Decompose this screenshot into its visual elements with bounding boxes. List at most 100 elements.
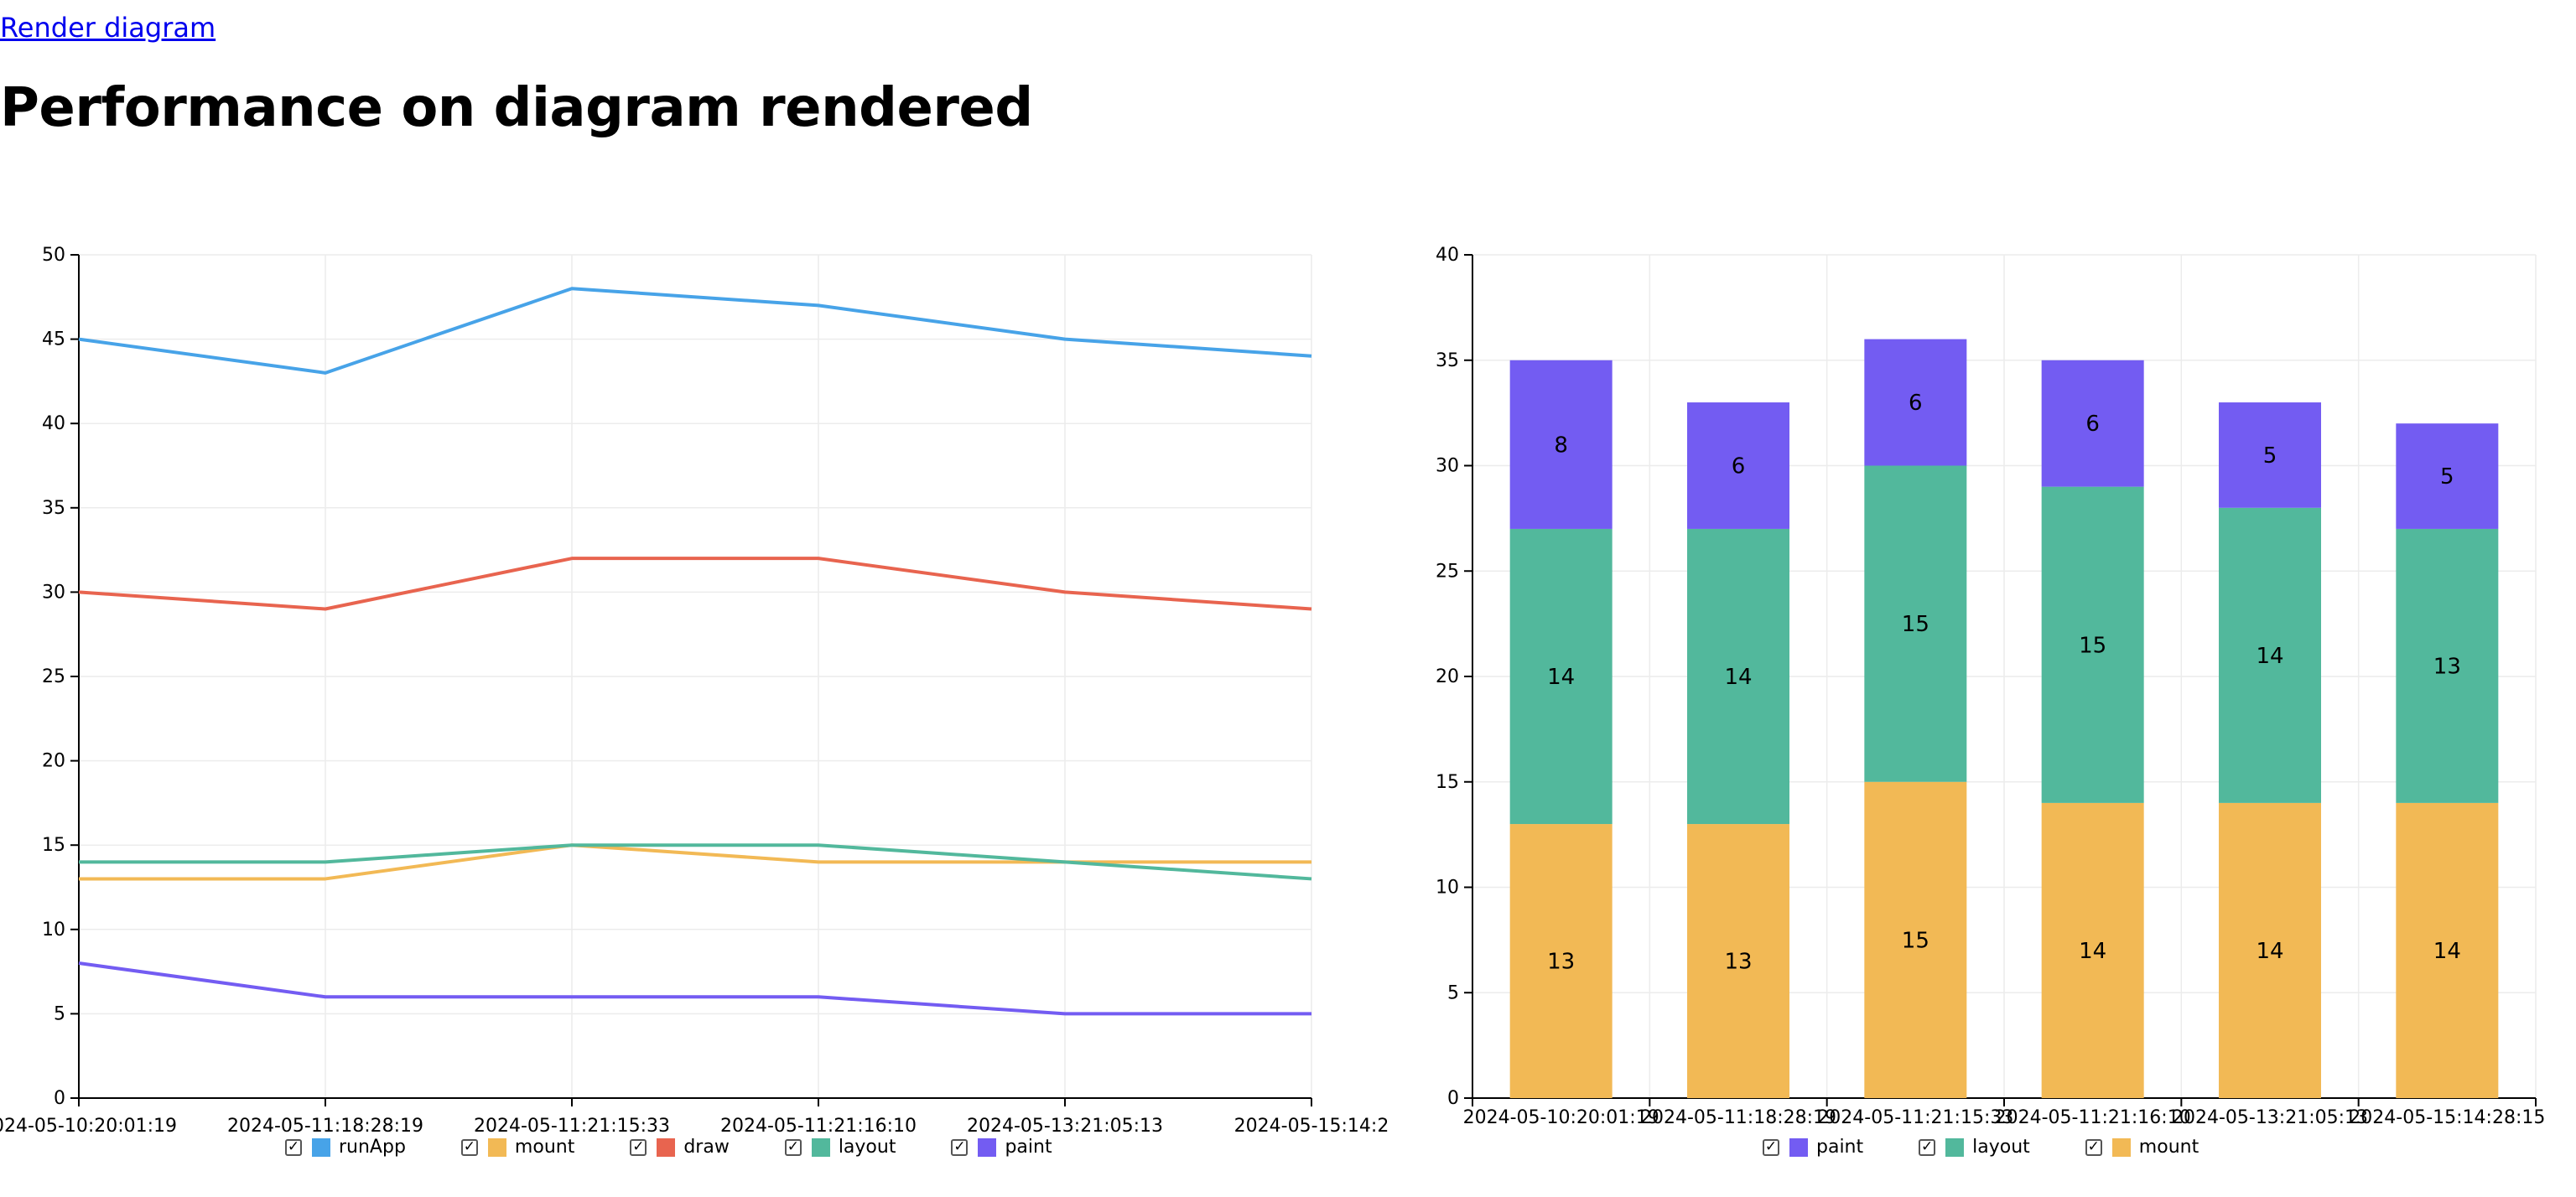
legend-swatch-layout [1945,1137,1965,1157]
x-tick-label: 2024-05-11:18:28:19 [1640,1107,1836,1128]
y-tick-label: 25 [1436,561,1459,582]
bar-value-label: 15 [2079,633,2106,658]
bar-value-label: 13 [2433,654,2461,679]
y-tick-label: 20 [1436,666,1459,687]
bar-paint [2396,423,2499,529]
line-chart-legend: ✓ runApp ✓ mount ✓ draw ✓ layout ✓ paint [285,1137,1052,1158]
series-line-mount [79,843,1311,881]
bar-value-label: 6 [1732,454,1746,479]
bar-value-label: 15 [1902,612,1929,637]
render-diagram-link[interactable]: Render diagram [0,12,216,44]
x-tick-label: 2024-05-10:20:01:19 [1463,1107,1659,1128]
legend-checkbox-mount[interactable]: ✓ [460,1138,478,1156]
series-line-layout [79,843,1312,881]
y-tick-label: 5 [54,1003,65,1024]
series-line-paint [78,961,1311,1016]
bar-layout [1509,528,1613,825]
y-tick-label: 40 [42,413,65,434]
y-tick-label: 0 [54,1088,65,1109]
y-tick-label: 15 [1436,772,1459,793]
bar-value-label: 14 [2079,939,2106,964]
x-tick-label: 2024-05-11:18:28:19 [227,1116,423,1137]
bar-value-label: 5 [2440,464,2454,490]
x-tick-label: 2024-05-13:21:05:13 [967,1116,1163,1137]
y-tick-label: 10 [1436,878,1459,899]
y-tick-label: 30 [1436,456,1459,477]
y-tick-label: 25 [42,666,65,687]
legend-checkbox-layout[interactable]: ✓ [1919,1138,1936,1156]
x-tick-label: 2024-05-11:21:16:10 [1995,1107,2191,1128]
legend-swatch-mount [487,1137,506,1157]
bar-value-label: 5 [2263,443,2277,469]
y-tick-label: 5 [1447,982,1459,1003]
bar-chart-legend: ✓ paint ✓ layout ✓ mount [1763,1137,2199,1158]
legend-swatch-mount [2111,1137,2131,1157]
legend-swatch-paint [1789,1137,1808,1157]
legend-item-mount[interactable]: ✓ mount [460,1137,575,1158]
bar-value-label: 6 [2085,412,2100,437]
bar-value-label: 14 [1547,665,1575,690]
legend-item-layout[interactable]: ✓ layout [1919,1137,2030,1158]
bar-layout [1864,465,1967,782]
grid-lines [1472,254,2537,1099]
y-tick-label: 35 [1436,350,1459,371]
y-tick-label: 45 [42,329,65,350]
bar-mount [1509,824,1613,1098]
series-line-runApp [78,287,1312,375]
legend-item-runApp[interactable]: ✓ runApp [285,1137,406,1158]
bar-value-label: 14 [2256,939,2283,964]
legend-swatch-paint [978,1137,997,1157]
legend-checkbox-runApp[interactable]: ✓ [285,1138,302,1156]
y-tick-label: 20 [42,751,65,772]
y-tick-label: 30 [42,582,65,603]
bar-value-label: 13 [1724,950,1752,975]
bar-value-label: 13 [1547,950,1575,975]
legend-checkbox-layout[interactable]: ✓ [784,1138,802,1156]
bar-paint [2041,360,2144,487]
bar-value-label: 14 [2433,939,2461,964]
legend-checkbox-paint[interactable]: ✓ [951,1138,969,1156]
y-tick-label: 15 [42,835,65,856]
legend-label: paint [1816,1137,1864,1158]
bar-layout [2396,528,2499,803]
x-tick-label: 2024-05-15:14:2 [1234,1116,1389,1137]
legend-label: layout [838,1137,896,1158]
x-tick-label: 2024-05-15:14:28:15 [2349,1107,2545,1128]
legend-item-mount[interactable]: ✓ mount [2085,1137,2199,1158]
x-tick-label: 2024-05-11:21:15:33 [1817,1107,2013,1128]
legend-item-layout[interactable]: ✓ layout [784,1137,896,1158]
legend-label: paint [1005,1137,1052,1158]
y-tick-label: 40 [1436,245,1459,266]
legend-label: mount [2138,1137,2199,1158]
stacked-bar-chart: 0 5 10 15 20 25 30 35 40 2024-05-10:20:01:19 13 14 8… [1436,245,2545,1128]
legend-item-paint[interactable]: ✓ paint [1763,1137,1863,1158]
legend-label: layout [1972,1137,2030,1158]
page-title: Performance on diagram rendered [0,77,1033,139]
bar-value-label: 6 [1909,391,1923,416]
line-chart: 0 5 10 15 20 25 30 35 40 45 50 2024-05-10:20:01:19 2… [0,245,1389,1137]
legend-swatch-layout [811,1137,830,1157]
bar-paint [1864,339,1967,466]
legend-checkbox-draw[interactable]: ✓ [630,1138,647,1156]
legend-checkbox-paint[interactable]: ✓ [1763,1138,1779,1156]
bar-paint [1687,402,1789,529]
bar-paint [1509,360,1613,529]
x-tick-label: 2024-05-10:20:01:19 [0,1116,177,1137]
y-tick-label: 35 [42,498,65,519]
legend-item-paint[interactable]: ✓ paint [951,1137,1052,1158]
bar-paint [2219,402,2321,508]
y-tick-label: 10 [42,920,65,940]
bar-mount [1864,781,1967,1098]
y-tick-label: 50 [42,245,65,266]
legend-swatch-draw [657,1137,676,1157]
legend-checkbox-mount[interactable]: ✓ [2085,1138,2102,1156]
legend-label: mount [514,1137,575,1158]
legend-swatch-runApp [312,1137,330,1157]
grid-lines [78,254,1312,1099]
bar-layout [2219,507,2321,803]
legend-item-draw[interactable]: ✓ draw [630,1137,730,1158]
x-tick-label: 2024-05-11:21:16:10 [720,1116,917,1137]
y-tick-label: 0 [1447,1088,1459,1109]
bar-layout [1687,528,1789,825]
bar-mount [2219,802,2321,1098]
